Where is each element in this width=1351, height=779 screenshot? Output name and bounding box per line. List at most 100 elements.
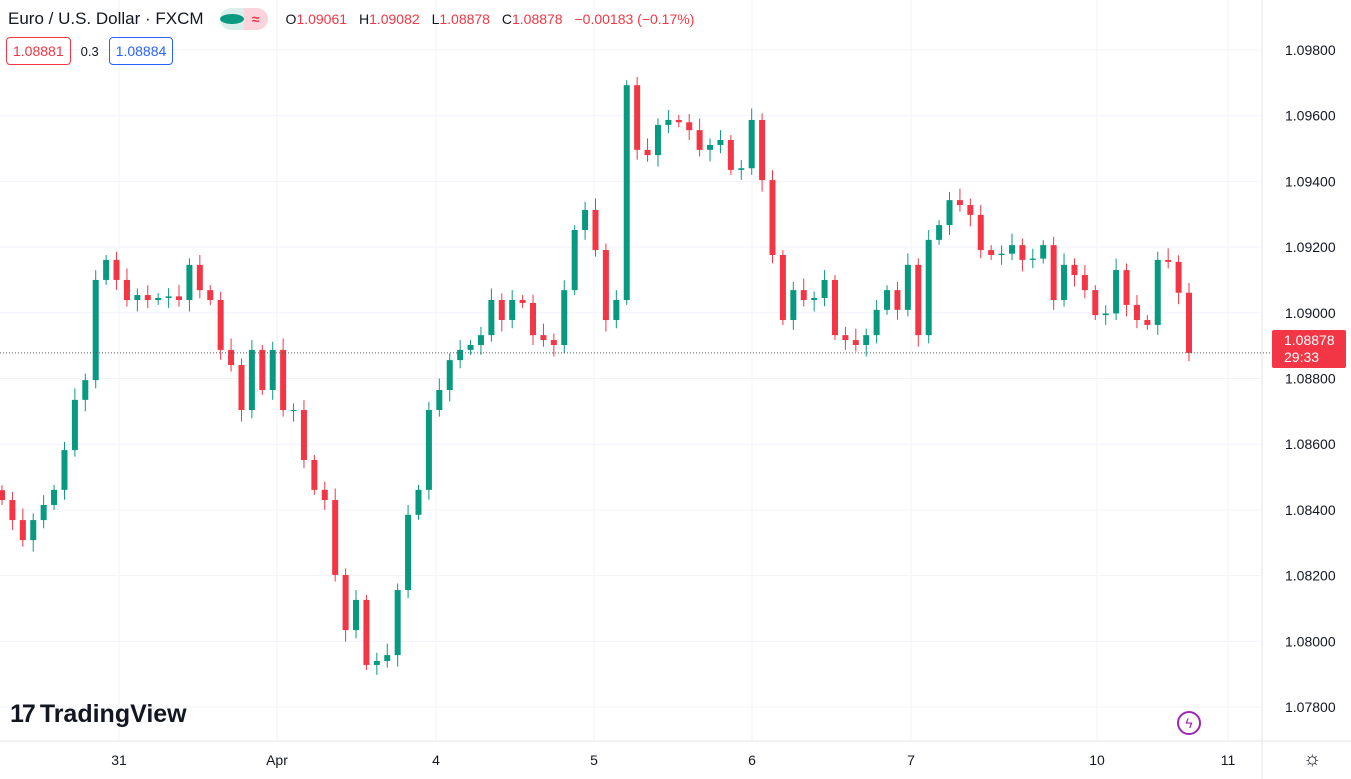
low-label: L [431,11,440,27]
candle-body [134,295,141,300]
candle [290,403,297,422]
candle-body [51,489,58,505]
symbol-title[interactable]: Euro / U.S. Dollar · FXCM [8,9,204,28]
candle [811,291,818,312]
candle-body [477,335,484,345]
candle [82,373,89,412]
candle-body [373,661,380,665]
candle [155,293,162,305]
candle [1144,315,1151,330]
candle-body [644,149,651,156]
candle-body [613,299,620,321]
close-value: 1.08878 [511,11,563,27]
candle [634,76,641,160]
ohlc-values: O1.09061 H1.09082 L1.08878 C1.08878 −0.0… [286,11,703,27]
candle-body [467,344,474,350]
candle [415,484,422,520]
candle-body [196,264,203,291]
candle [998,245,1005,265]
candle-body [1154,259,1161,325]
candle-body [1019,245,1026,260]
candle-body [1040,245,1047,259]
candle [332,488,339,582]
candle-body [217,299,224,350]
candle [1029,248,1036,269]
low-value: 1.08878 [439,11,490,27]
sell-button[interactable]: 1.08881 [6,37,71,65]
market-open-icon [219,14,244,24]
candle-body [300,410,307,460]
tradingview-logo[interactable]: 17 TradingView [10,700,187,729]
candle [19,508,26,547]
candle-body [425,410,432,490]
candle [654,118,661,167]
candle-body [831,279,838,336]
candle [311,455,318,495]
candle [800,278,807,307]
candle-body [207,290,214,300]
candle [457,340,464,369]
candle [1081,265,1088,299]
candle-body [925,239,932,336]
candle-body [873,309,880,336]
candle [176,284,183,307]
candle-body [165,296,172,299]
candle-body [665,119,672,125]
candle-body [353,599,360,631]
candle [1165,248,1172,269]
candle-body [894,290,901,310]
candle [894,281,901,320]
candle-body [228,349,235,366]
candle-body [1071,264,1078,276]
candle-body [779,254,786,321]
candle-body [811,298,818,300]
candle [759,113,766,192]
price-tick-label: 1.08600 [1285,436,1336,452]
candle [113,251,120,290]
candle [644,138,651,162]
candle-body [176,296,183,300]
candle-body [686,122,693,131]
candle [561,280,568,354]
price-tick-label: 1.09200 [1285,239,1336,255]
candle-body [540,335,547,341]
candle [696,118,703,157]
candle-body [186,264,193,300]
candle-body [696,130,703,150]
time-tick-label: 31 [111,752,127,768]
candle-body [457,349,464,361]
time-tick-label: 7 [907,752,915,768]
open-label: O [285,11,297,27]
market-status[interactable]: ≈ [219,8,268,30]
buy-button[interactable]: 1.08884 [108,37,174,65]
candle-body [998,253,1005,255]
price-axis: 1.09800 1.09600 1.09400 1.09200 1.09000 1.088… [1285,42,1336,715]
lightning-icon[interactable]: ϟ [1177,711,1201,735]
candle [436,378,443,417]
candle-body [30,520,37,541]
candle [530,294,537,345]
candle-body [1175,261,1182,293]
candle [592,198,599,257]
candle-body [707,144,714,150]
candle-body [884,290,891,310]
settings-gear-icon[interactable]: ☼ [1303,748,1322,770]
candle-body [0,490,5,501]
candle [1186,282,1192,362]
candle-body [363,599,370,665]
high-value: 1.09082 [369,11,420,27]
candle-body [863,335,870,345]
candle [363,594,370,670]
candle-body [769,180,776,255]
candle-body [61,450,68,490]
candle-body [571,230,578,291]
time-tick-label: 4 [432,752,440,768]
candle-body [717,140,724,145]
price-tick-label: 1.08000 [1285,633,1336,649]
candle-body [654,124,661,156]
candle-body [821,279,828,299]
candle [602,243,609,332]
candle [936,220,943,245]
candle [748,108,755,175]
